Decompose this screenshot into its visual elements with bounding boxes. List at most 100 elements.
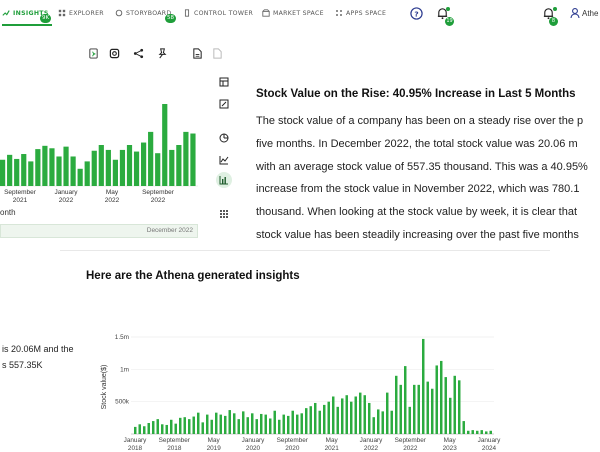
pie-chart-button[interactable] (216, 130, 232, 146)
stock-value-bar (219, 414, 222, 434)
stock-value-bar (237, 419, 240, 434)
stock-value-bar (341, 398, 344, 434)
data-button[interactable] (107, 46, 121, 60)
save-icon (212, 47, 222, 59)
notification-count-badge: 19 (445, 17, 454, 26)
alerts-dot (553, 7, 557, 11)
table-icon (219, 77, 229, 87)
mini-bar (133, 151, 140, 186)
active-tab-indicator (2, 24, 52, 26)
export-disabled-button[interactable] (210, 46, 224, 60)
user-avatar-icon[interactable] (570, 8, 580, 19)
nav-tab-explorer[interactable]: EXPLORER (58, 9, 104, 17)
x-tick-label: May (208, 437, 221, 444)
stock-value-bar (134, 426, 137, 434)
stock-value-bar (251, 413, 254, 434)
stock-value-bar (296, 414, 299, 434)
stock-value-bar (152, 421, 155, 434)
tower-icon (184, 9, 190, 17)
mini-bar (112, 159, 118, 186)
stock-value-bar (192, 416, 195, 434)
notification-bell-icon[interactable] (436, 7, 449, 20)
database-icon (109, 48, 119, 58)
mini-x-tick-year: 2021 (13, 197, 28, 204)
mini-x-tick-label: September (142, 189, 175, 196)
stock-value-bar (332, 396, 335, 434)
insights-count-badge: 9K (40, 14, 52, 23)
story-line: increase from the stock value in Novembe… (256, 183, 580, 196)
y-tick-label: 1.5m (115, 334, 129, 341)
stock-value-bar (215, 412, 218, 434)
mini-chart-axis-title: onth (0, 208, 16, 217)
document-icon (192, 47, 202, 59)
stock-value-bar (359, 392, 362, 434)
stock-value-bar (183, 417, 186, 434)
nav-tab-insights[interactable]: INSIGHTS (2, 9, 49, 17)
stock-value-bar (228, 410, 231, 434)
story-line: The stock value of a company has been on… (256, 115, 584, 127)
nav-tab-control-tower[interactable]: CONTROL TOWER (183, 9, 253, 17)
nav-tab-label: STORYBOARD (126, 9, 172, 17)
stock-value-bar (422, 338, 425, 434)
stock-value-bar (161, 424, 164, 434)
alerts-count-badge: 8 (549, 17, 558, 26)
nav-tab-label: EXPLORER (69, 9, 104, 17)
nav-tab-storyboard[interactable]: STORYBOARD (115, 9, 171, 17)
x-tick-year: 2020 (285, 445, 300, 452)
mini-bar (183, 131, 189, 186)
more-views-button[interactable] (216, 206, 232, 222)
nav-tab-label: APPS SPACE (346, 9, 387, 17)
stock-value-bar (255, 419, 258, 434)
share-button[interactable] (131, 46, 145, 60)
mini-x-tick-year: 2022 (105, 197, 120, 204)
stock-value-bar (413, 384, 416, 434)
bar-chart-button[interactable] (216, 172, 232, 188)
storyboard-count-badge: 58 (165, 14, 176, 23)
stock-value-bar (453, 375, 456, 434)
stock-value-bar (170, 419, 173, 434)
export-pdf-button[interactable] (190, 46, 204, 60)
stock-value-bar (314, 402, 317, 434)
stock-value-bar (458, 380, 461, 434)
x-tick-year: 2022 (403, 445, 418, 452)
x-tick-year: 2018 (167, 445, 182, 452)
nav-tab-market-space[interactable]: MARKET SPACE (262, 9, 324, 17)
pivot-table-icon (219, 99, 229, 109)
stock-value-bar (363, 395, 366, 434)
table-view-button[interactable] (216, 74, 232, 90)
insights-icon (2, 10, 10, 16)
mini-bar (84, 161, 90, 186)
mini-bar (77, 168, 83, 186)
mini-bar (155, 153, 161, 186)
pin-button[interactable] (155, 46, 169, 60)
stock-value-bar (408, 406, 411, 434)
pivot-view-button[interactable] (216, 96, 232, 112)
alerts-bell-icon[interactable] (542, 7, 555, 20)
notification-dot (446, 7, 450, 11)
line-chart-button[interactable] (216, 152, 232, 168)
mini-bar (0, 159, 6, 186)
stock-value-bar (278, 419, 281, 434)
apps-grid-icon (220, 210, 228, 218)
stock-value-bar (395, 375, 398, 434)
mini-bar (105, 149, 111, 186)
apps-icon (336, 10, 342, 16)
help-icon[interactable]: ? (410, 7, 423, 20)
mini-x-tick-label: May (106, 189, 119, 196)
stock-value-bar (174, 423, 177, 434)
ai-sparkle-button[interactable] (86, 46, 100, 60)
stock-value-bar (476, 430, 479, 434)
story-line: stock value has been steadily increasing… (256, 228, 579, 241)
insight-text-line: s 557.35K (2, 360, 43, 370)
story-line: five months. In December 2022, the total… (256, 137, 578, 150)
mini-x-tick-label: January (54, 189, 78, 196)
stock-value-bar (399, 384, 402, 434)
y-tick-label: 1m (120, 366, 129, 373)
section-divider (60, 250, 550, 251)
stock-value-bar (372, 417, 375, 434)
nav-tab-apps-space[interactable]: APPS SPACE (335, 9, 386, 17)
date-range-slider[interactable]: December 2022 (0, 224, 198, 238)
user-name[interactable]: Athe (582, 9, 599, 18)
x-tick-year: 2021 (325, 445, 340, 452)
